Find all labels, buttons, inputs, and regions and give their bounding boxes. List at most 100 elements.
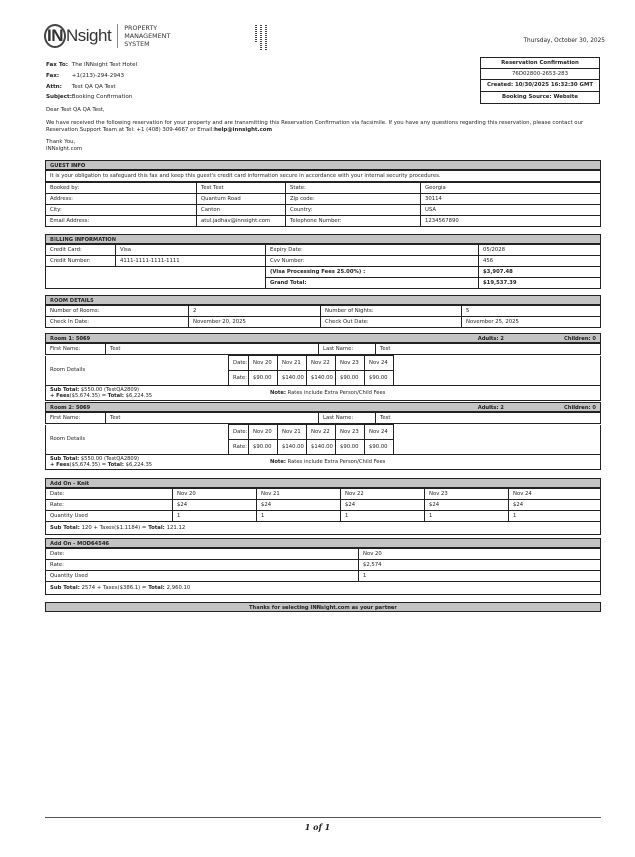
cvv-value: 456: [478, 255, 601, 267]
addon-rate-label: Rate:: [45, 559, 359, 571]
guest-value: 30114: [420, 193, 601, 205]
last-name-label: Last Name:: [318, 412, 376, 424]
addon-rate-value: $24: [340, 499, 425, 511]
guest-label: Booked by:: [45, 182, 197, 194]
room-date: Nov 20: [248, 355, 278, 371]
room-details-section: ROOM DETAILS Number of Rooms: 2 Number of …: [45, 295, 601, 328]
empty-cell: [394, 356, 601, 386]
room-rate: $90.00: [248, 439, 278, 455]
room-date: Nov 23: [335, 424, 365, 440]
checkin-value: November 20, 2025: [188, 316, 321, 328]
subtotal-label: Sub Total:: [50, 456, 80, 462]
section-header: Add On - Knit: [45, 478, 601, 488]
section-header: BILLING INFORMATION: [45, 234, 601, 244]
addon-rate-label: Rate:: [45, 499, 173, 511]
addon-date-value: Nov 21: [256, 488, 341, 500]
addon-rate-value: $24: [172, 499, 257, 511]
addon-title: Add On - MOD64546: [50, 541, 110, 547]
rate-label: Rate:: [228, 439, 249, 455]
room-rate: $90.00: [335, 370, 365, 386]
first-name-label: First Name:: [45, 412, 106, 424]
total-label: Total:: [148, 525, 165, 531]
subtotal-label: Sub Total:: [50, 585, 80, 591]
section-header: ROOM DETAILS: [45, 295, 601, 305]
thanks-banner: Thanks for selecting INNsight.com as you…: [45, 602, 601, 612]
sign-off: Thank You, INNsight.com: [46, 139, 606, 153]
letter-body: We have received the following reservati…: [46, 120, 606, 134]
logo-sub-line: PROPERTY: [124, 24, 158, 32]
room-date: Nov 22: [306, 355, 336, 371]
billing-section: BILLING INFORMATION Credit Card: Visa Expi…: [45, 234, 601, 289]
grand-total-label: Grand Total:: [265, 277, 479, 289]
addon-date-value: Nov 23: [424, 488, 509, 500]
fees-label: + Fees: [50, 462, 70, 468]
booking-source: Booking Source: Website: [501, 93, 579, 100]
fax-to-label: Fax To:: [46, 62, 68, 68]
guest-value: Quantum Road: [196, 193, 286, 205]
addon-date-value: Nov 20: [358, 548, 601, 560]
subject-label: Subject:: [46, 94, 72, 100]
signature: INNsight.com: [46, 146, 83, 152]
guest-value: Georgia: [420, 182, 601, 194]
first-name-value: Test: [105, 412, 319, 424]
room-rate: $90.00: [248, 370, 278, 386]
rooms-label: Number of Rooms:: [45, 305, 189, 317]
rooms-value: 2: [188, 305, 321, 317]
fax-label: Fax:: [46, 73, 60, 79]
section-title: GUEST INFO: [50, 163, 86, 169]
page-number: 1 of 1: [304, 822, 331, 832]
room-rate: $90.00: [335, 439, 365, 455]
greeting: Dear Test QA QA Test,: [46, 107, 105, 113]
guest-value: atul.jadhav@innsight.com: [196, 215, 286, 227]
reservation-confirmation-box: Reservation Confirmation 76D02800-2653-2…: [480, 57, 600, 104]
total-label: Total:: [148, 585, 165, 591]
addon-date-value: Nov 24: [508, 488, 601, 500]
date-label: Date:: [228, 424, 249, 440]
note-label: Note:: [270, 390, 286, 396]
addon-section: Add On - Knit Date: Nov 20 Nov 21 Nov 22 Nov…: [45, 478, 601, 535]
guest-value: USA: [420, 204, 601, 216]
nights-label: Number of Nights:: [320, 305, 462, 317]
room-note: Note: Rates include Extra Person/Child F…: [270, 390, 385, 396]
logo-wordmark: IN Nsight: [44, 24, 112, 48]
addon-rate-value: $2,574: [358, 559, 601, 571]
reservation-title: Reservation Confirmation: [481, 58, 599, 70]
addon-section: Add On - MOD64546 Date: Nov 20 Rate: $2,574…: [45, 538, 601, 595]
guest-row: Booked by: Test Test State: Georgia: [45, 182, 601, 194]
attn-value: Test QA QA Test: [71, 84, 116, 90]
section-header: Room 2: 5069 Adults: 2 Children: 0: [45, 402, 601, 412]
credit-card-value: Visa: [115, 244, 266, 256]
room-subtotal-row: Sub Total: $550.00 (TestQA2809) + Fees($5…: [45, 455, 601, 470]
fax-to-value: The INNsight Test Hotel: [71, 62, 138, 68]
addon-quantity-value: 1: [424, 510, 509, 522]
room-date: Nov 21: [277, 424, 307, 440]
room-section: Room 1: 5069 Adults: 2 Children: 0 First N…: [45, 333, 601, 401]
guest-row: Email Address: atul.jadhav@innsight.com Te…: [45, 215, 601, 227]
innsight-logo: IN Nsight PROPERTY MANAGEMENT SYSTEM: [44, 24, 170, 48]
room-note: Note: Rates include Extra Person/Child F…: [270, 459, 385, 465]
logo-sub-line: SYSTEM: [124, 40, 150, 48]
room-date: Nov 20: [248, 424, 278, 440]
addon-quantity-value: 1: [340, 510, 425, 522]
subtotal-label: Sub Total:: [50, 525, 80, 531]
first-name-value: Test: [105, 343, 319, 355]
fees-label: + Fees: [50, 393, 70, 399]
grand-total-value: $19,537.39: [478, 277, 601, 289]
total-label: Total:: [107, 462, 124, 468]
thanks-text: Thanks for selecting INNsight.com as you…: [248, 605, 397, 611]
guest-value: 1234567890: [420, 215, 601, 227]
expiry-label: Expiry Date:: [265, 244, 479, 256]
guest-label: Zip code:: [285, 193, 421, 205]
support-email-link[interactable]: help@innsight.com: [214, 127, 273, 133]
total-value: $6,224.35: [125, 462, 153, 468]
checkout-label: Check Out Date:: [320, 316, 462, 328]
credit-number-label: Credit Number:: [45, 255, 116, 267]
fees-value: ($5,674.35) =: [69, 462, 107, 468]
fax-details: Fax To: The INNsight Test Hotel Fax: +1(…: [46, 60, 137, 102]
addon-title: Add On - Knit: [50, 481, 90, 487]
fees-value: ($5,674.35) =: [69, 393, 107, 399]
room-details-label: Room Details: [45, 424, 229, 455]
fax-value: +1(213)-294-2943: [71, 73, 125, 79]
room-date: Nov 24: [364, 355, 394, 371]
note-text: Rates include Extra Person/Child Fees: [287, 390, 386, 396]
